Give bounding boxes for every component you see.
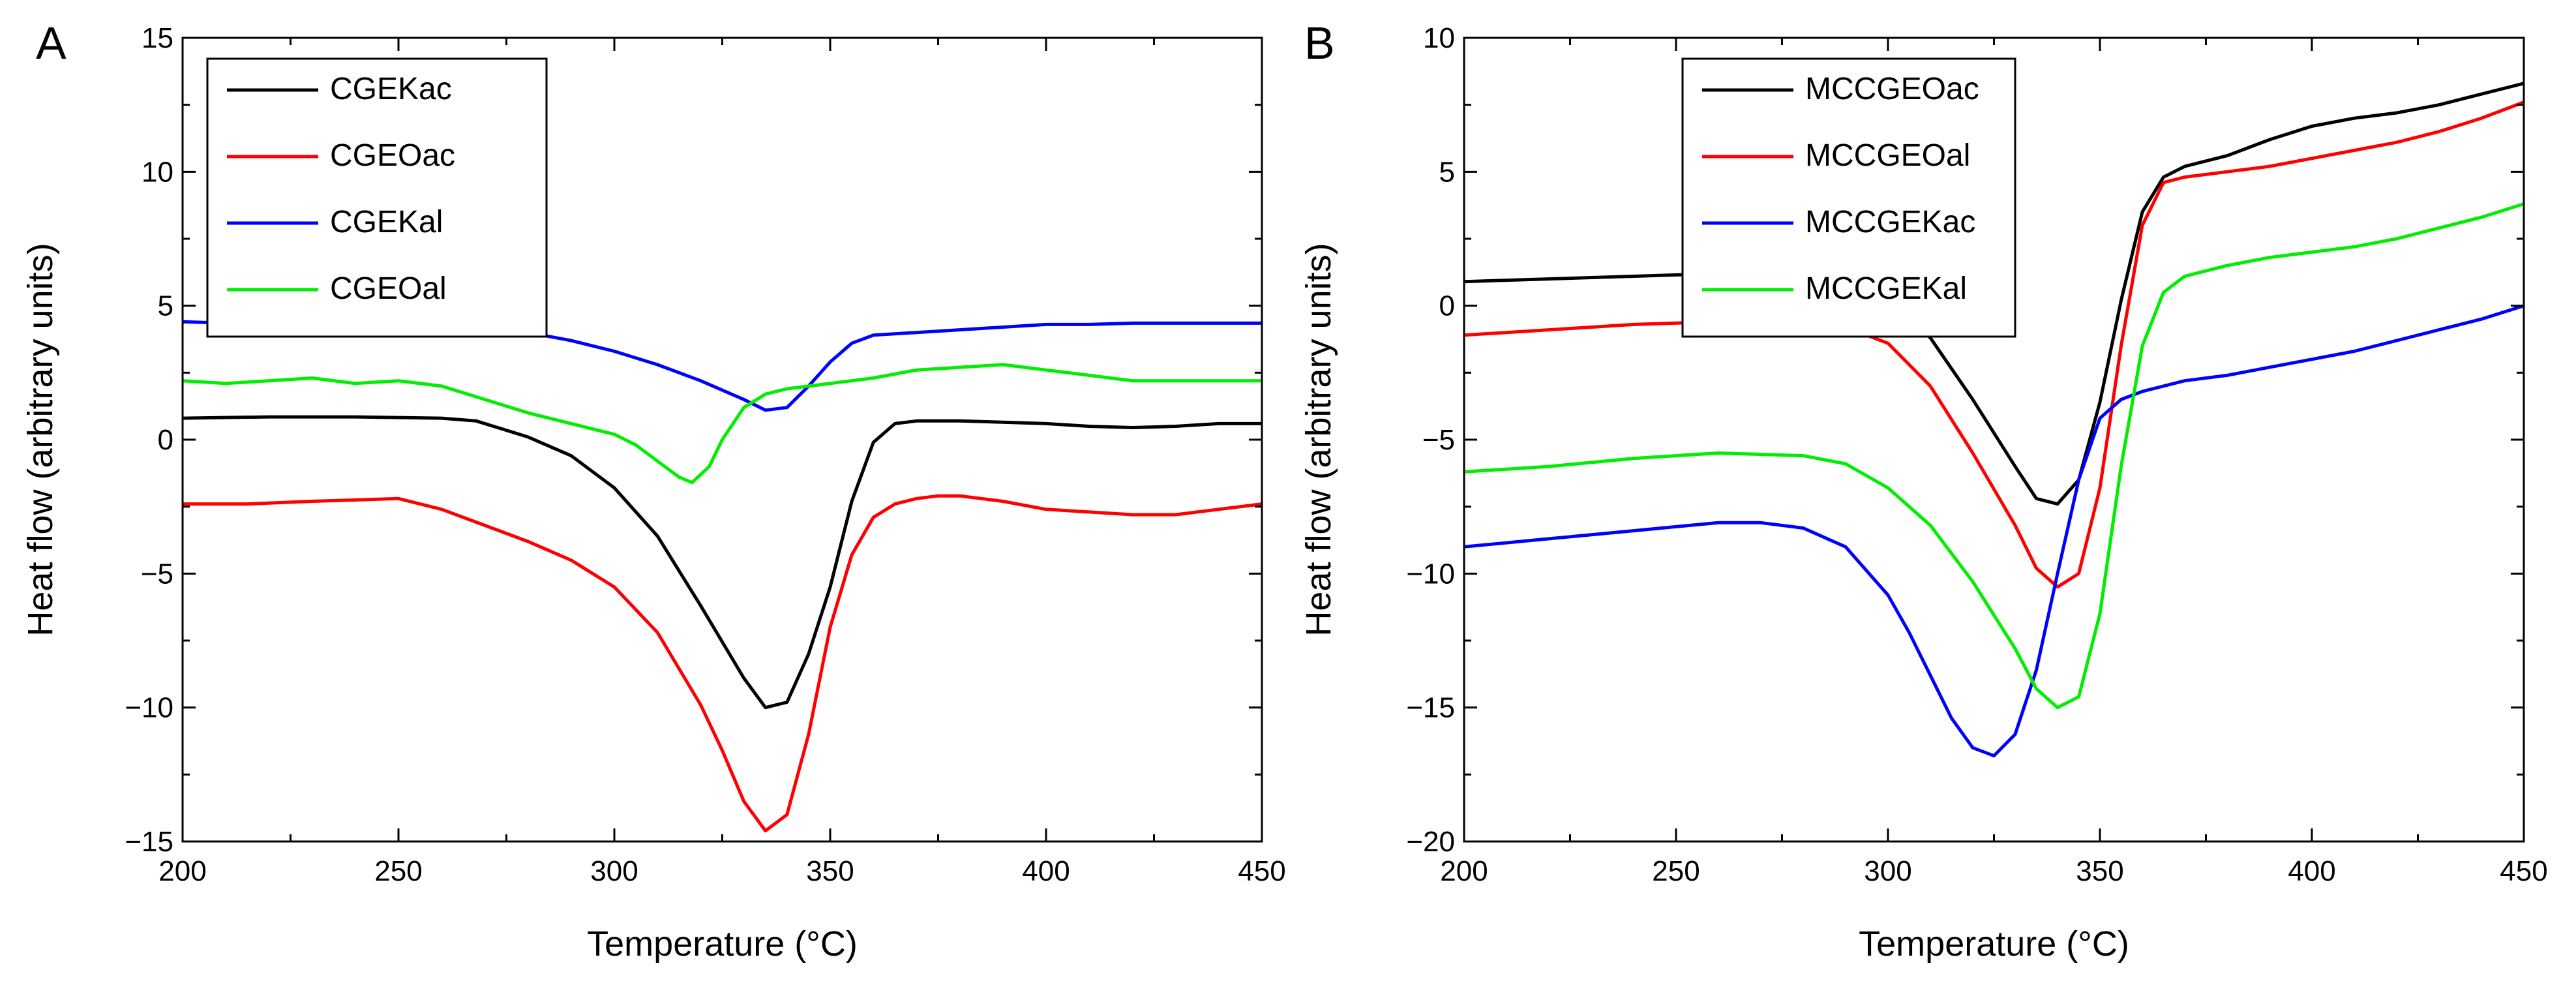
y-tick-label: 10 [142,156,173,188]
y-tick-label: 0 [1439,290,1455,322]
legend-label-cgekac: CGEKac [330,72,452,106]
series-line-mccgekal [1463,202,2524,710]
x-tick-label: 300 [590,855,638,887]
y-axis-label: Heat flow (arbitrary units) [21,243,60,636]
panel-letter: B [1304,18,1335,68]
y-tick-label: 15 [142,22,173,54]
legend: MCCGEOac MCCGEOal MCCGEKac MCCGEKal [1681,57,2016,338]
panel-a: A 200 250 300 350 400 450 −15 −10 −5 0 5 10 15 Tempera… [21,18,1286,963]
x-tick-label: 200 [158,855,206,887]
legend-label-mccgekal: MCCGEKal [1805,271,1967,306]
y-tick-label: −15 [125,826,173,858]
x-tick-label: 400 [1022,855,1070,887]
series-line-mccgekac [1463,304,2524,758]
y-axis-label: Heat flow (arbitrary units) [1299,243,1338,636]
x-tick-label: 450 [2500,855,2547,887]
x-tick-label: 250 [1652,855,1700,887]
y-tick-label: −20 [1406,826,1455,858]
y-tick-label: 10 [1423,22,1455,54]
legend-label-cgekal: CGEKal [330,205,443,239]
y-tick-label: −5 [141,558,173,590]
legend-label-cgeoac: CGEOac [330,138,455,173]
legend-label-mccgekac: MCCGEKac [1805,205,1975,239]
y-tick-label: −15 [1406,692,1455,724]
x-tick-label: 450 [1238,855,1285,887]
series-line-cgeoal [182,363,1262,485]
x-axis-label: Temperature (°C) [587,924,858,963]
x-tick-label: 250 [374,855,422,887]
series-line-cgekac [182,415,1262,710]
x-axis-label: Temperature (°C) [1859,924,2129,963]
y-tick-label: −10 [1406,558,1455,590]
series-group [182,320,1263,833]
legend-label-cgeoal: CGEOal [330,271,447,306]
y-tick-label: −10 [125,692,173,724]
panel-letter: A [36,18,67,68]
legend-label-mccgeoac: MCCGEOac [1805,72,1979,106]
y-tick-label: 5 [1439,156,1455,188]
x-tick-label: 200 [1440,855,1488,887]
y-tick-label: 5 [158,290,173,322]
series-line-cgeoac [183,494,1263,833]
legend-label-mccgeoal: MCCGEOal [1805,138,1970,173]
y-tick-label: −5 [1422,424,1455,456]
x-tick-label: 350 [806,855,854,887]
x-tick-label: 350 [2076,855,2123,887]
legend: CGEKac CGEOac CGEKal CGEOal [206,57,548,338]
x-tick-label: 300 [1864,855,1911,887]
y-tick-label: 0 [158,424,173,456]
panel-b: B 200 250 300 350 400 450 −20 −15 −10 −5 0 5 10 Temper… [1299,18,2548,963]
x-tick-label: 400 [2288,855,2335,887]
